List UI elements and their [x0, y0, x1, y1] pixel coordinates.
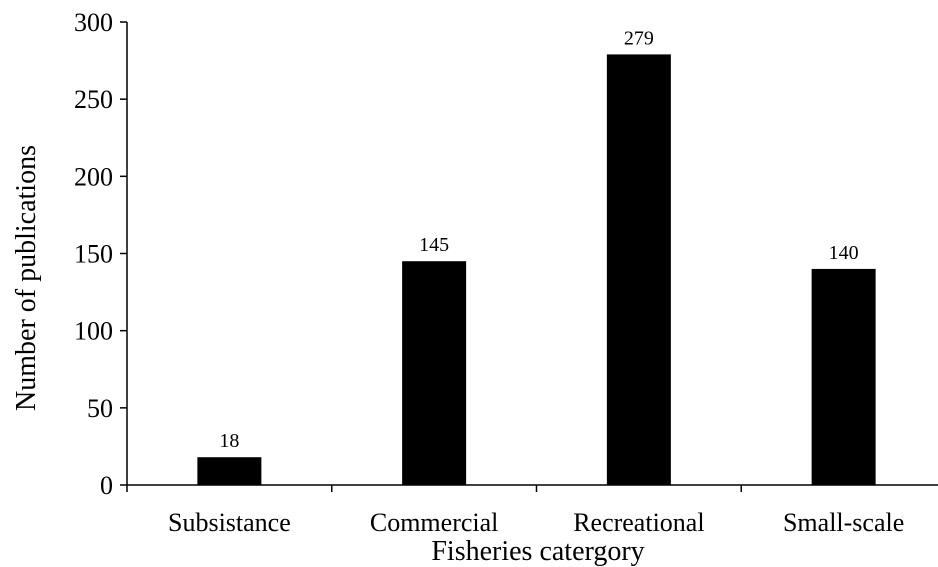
bar [402, 261, 467, 485]
x-axis-title: Fisheries catergory [431, 536, 644, 567]
category-label: Recreational [573, 508, 704, 537]
data-label: 279 [624, 27, 654, 49]
data-label: 140 [829, 242, 859, 264]
y-tick-label: 300 [74, 8, 113, 37]
data-label: 145 [419, 234, 449, 256]
y-axis-title: Number of publications [11, 145, 42, 411]
x-axis-ticks [126, 485, 742, 492]
y-axis-ticks: 0 50 100 150 200 250 300 [74, 8, 127, 500]
category-labels-group: Subsistance Commercial Recreational Small-s… [168, 508, 904, 537]
bar [811, 268, 876, 485]
category-label: Small-scale [783, 508, 904, 537]
data-label: 18 [219, 430, 239, 452]
bars-group [197, 54, 876, 485]
y-tick-label: 100 [74, 317, 113, 346]
bar [197, 457, 262, 485]
y-tick-label: 250 [74, 85, 113, 114]
category-label: Commercial [370, 508, 499, 537]
y-tick-label: 150 [74, 240, 113, 269]
data-labels-group: 18 145 279 140 [219, 27, 858, 452]
y-tick-label: 0 [100, 471, 113, 500]
category-label: Subsistance [168, 508, 291, 537]
y-tick-label: 50 [87, 394, 113, 423]
y-tick-label: 200 [74, 162, 113, 191]
bar [606, 54, 671, 485]
